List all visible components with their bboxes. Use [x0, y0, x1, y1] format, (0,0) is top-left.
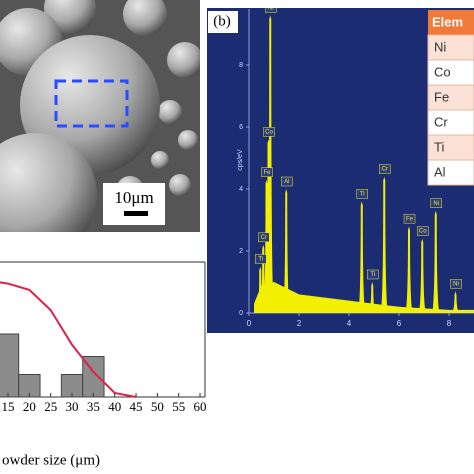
- peak: [264, 139, 273, 313]
- x-tick-label: 60: [194, 399, 207, 414]
- selection-box: [54, 79, 129, 128]
- x-tick-label: 50: [151, 399, 164, 414]
- peak: [405, 226, 413, 313]
- peak-label-box: [263, 127, 275, 137]
- sem-image: 10μm: [0, 0, 200, 232]
- peak-label: Cr: [382, 167, 388, 173]
- peak-label-box: [356, 189, 368, 199]
- peak-label-box: [379, 164, 391, 174]
- x-tick-label: 8: [447, 319, 452, 328]
- table-cell: Ni: [434, 39, 446, 54]
- peak: [266, 15, 275, 314]
- peak: [357, 201, 366, 313]
- table-row: [427, 59, 474, 86]
- peak-label-box: [281, 176, 293, 187]
- x-tick-label: 25: [44, 399, 57, 414]
- peak-label-box: [417, 226, 429, 236]
- table-row: [427, 159, 474, 186]
- panel-label: (b): [213, 13, 231, 29]
- peak-label-box: [403, 213, 416, 224]
- x-tick-label: 2: [297, 319, 302, 328]
- x-tick-label: 40: [108, 399, 121, 414]
- spectrum-panel: Elem Ni Co Fe Cr Ti Al 0 2 4 6 8 0 2 4 6 8 cps/eV Ni Co Fe C…: [207, 5, 474, 333]
- peak-label-box: [261, 167, 273, 177]
- y-tick-label: 4: [239, 186, 243, 193]
- peak-label: Ti: [360, 191, 365, 197]
- peak-label: Ni: [433, 201, 439, 207]
- peak: [256, 266, 265, 313]
- peak-label: Co: [419, 229, 427, 235]
- y-tick-label: 2: [239, 248, 243, 255]
- x-tick-label: 30: [66, 399, 79, 414]
- peak-label: Cr: [261, 235, 267, 241]
- x-tick-label: 35: [87, 399, 100, 414]
- peak: [431, 210, 440, 313]
- table-row: [427, 84, 474, 111]
- histogram-panel: 15 20 25 30 35 40 45 50 55 60 owder size (μm): [0, 261, 207, 468]
- peak-label-box: [258, 232, 270, 243]
- peak-label: Al: [284, 179, 289, 185]
- peak-label: Ti: [370, 272, 375, 278]
- y-tick-label: 8: [239, 62, 243, 69]
- table-cell: Al: [434, 164, 446, 179]
- peak: [380, 176, 389, 313]
- y-axis-label: cps/eV: [237, 149, 244, 171]
- peak-label-box: [265, 8, 277, 13]
- x-tick-label: 15: [2, 399, 15, 414]
- fit-curve: [0, 281, 137, 398]
- peak-label-box: [430, 198, 442, 208]
- x-axis-label: owder size (μm): [2, 452, 100, 468]
- peak-label: Fe: [263, 170, 271, 176]
- scale-label: 10μm: [114, 188, 153, 207]
- peak-label-box: [367, 269, 379, 280]
- x-tick-label: 45: [130, 399, 143, 414]
- x-tick-label: 6: [397, 319, 402, 328]
- peak: [262, 179, 271, 313]
- scale-box: [103, 183, 165, 225]
- x-tick-label: 20: [23, 399, 36, 414]
- y-tick-label: 6: [239, 124, 243, 131]
- table-cell: Ti: [434, 139, 444, 154]
- label-box: [208, 11, 238, 33]
- scale-bar: [124, 211, 148, 216]
- x-tick-label: 4: [347, 319, 352, 328]
- x-tick-label: 0: [247, 319, 252, 328]
- table-cell: Co: [434, 64, 451, 79]
- peak-label: Ni: [453, 281, 459, 287]
- bar: [0, 333, 20, 398]
- peak: [451, 291, 460, 313]
- peak-label: Ti: [258, 257, 263, 263]
- peak: [418, 238, 427, 313]
- y-tick-label: 0: [239, 310, 243, 317]
- table-header: Elem: [432, 14, 463, 29]
- peak-label: Co: [265, 129, 273, 135]
- peak: [282, 189, 291, 313]
- peak: [259, 244, 268, 313]
- table-cell: Fe: [434, 89, 449, 104]
- peak-label: Fe: [406, 216, 414, 222]
- background-area: [254, 282, 474, 313]
- peak-label: Ni: [268, 5, 274, 11]
- peak-label-box: [450, 279, 462, 289]
- peak-label-box: [255, 254, 267, 264]
- x-tick-label: 55: [172, 399, 185, 414]
- peak: [368, 282, 377, 313]
- table-cell: Cr: [434, 114, 448, 129]
